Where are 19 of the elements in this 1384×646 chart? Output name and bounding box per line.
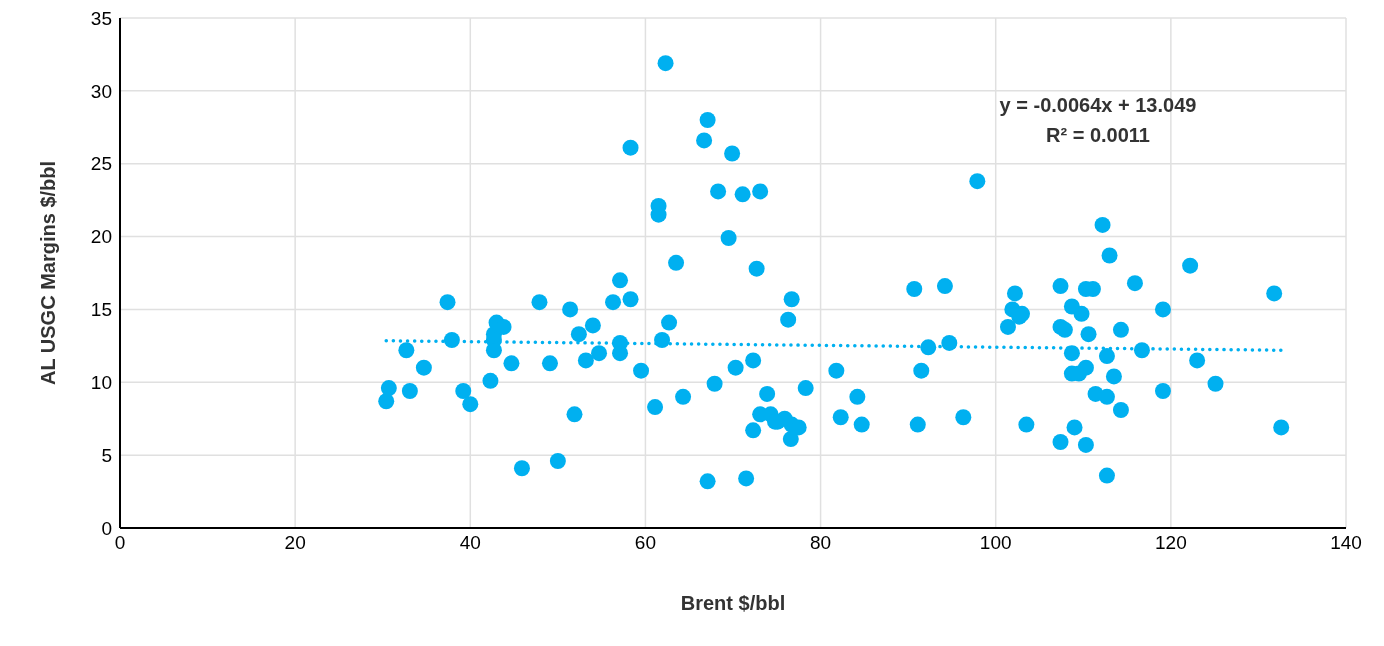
y-tick-label: 5 [101,444,112,466]
y-tick-label: 10 [90,372,112,394]
annotation: R² = 0.0011 [1046,124,1150,146]
y-tick-label: 20 [90,226,112,248]
x-tick-label: 60 [634,532,656,554]
x-axis-title: Brent $/bbl [680,592,786,614]
y-tick-label: 25 [90,153,112,175]
y-axis-title: AL USGC Margins $/bbl [37,160,60,386]
x-tick-label: 40 [459,532,481,554]
annotation: y = -0.0064x + 13.049 [999,94,1197,116]
x-tick-label: 100 [979,532,1012,554]
y-tick-label: 30 [90,80,112,102]
x-tick-label: 120 [1155,532,1187,554]
x-tick-label: 20 [284,532,306,554]
y-tick-label: 0 [101,517,112,539]
y-tick-label: 15 [90,299,112,321]
x-tick-label: 80 [810,532,832,554]
x-tick-label: 140 [1330,532,1362,554]
y-tick-label: 35 [90,7,112,29]
